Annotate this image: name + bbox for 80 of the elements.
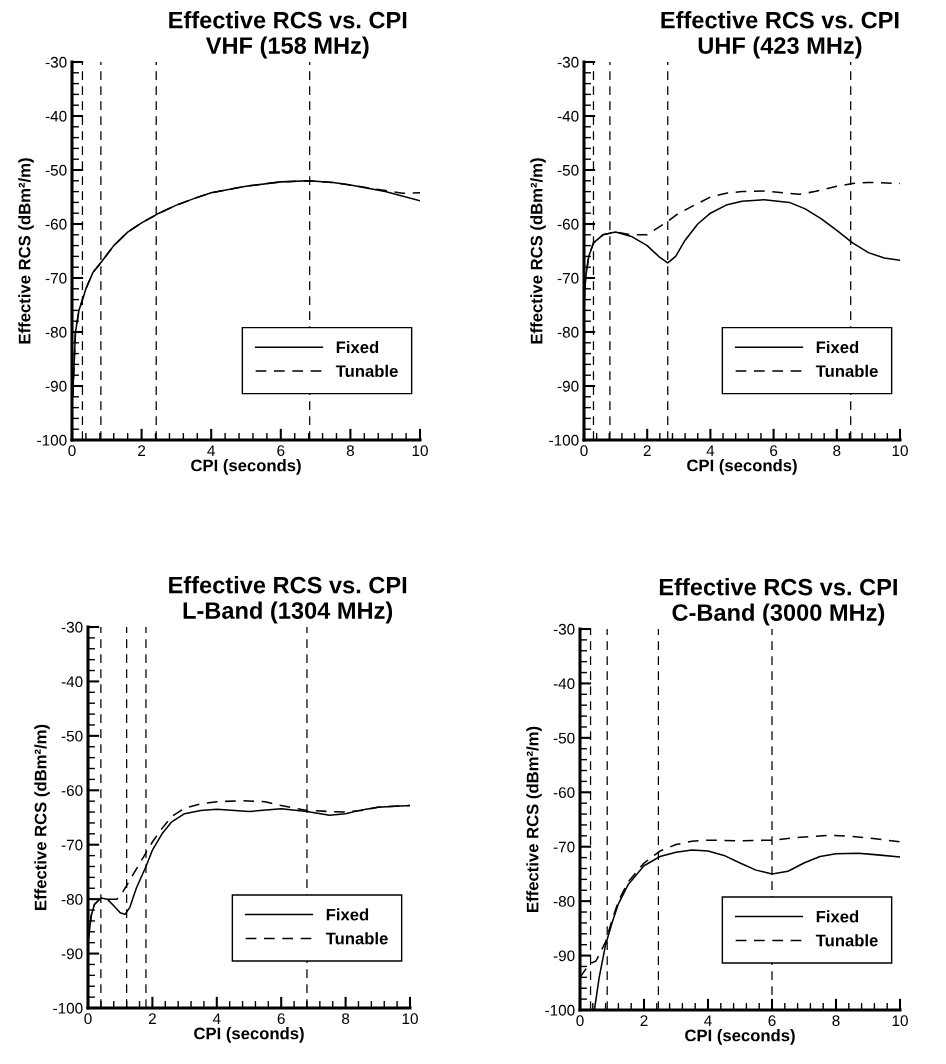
y-tick-label: -90 [61,948,83,960]
y-tick-label: -30 [61,621,83,633]
y-axis-title: Effective RCS (dBm²/m) [530,158,546,344]
y-tick-label: -30 [45,56,67,68]
chart-title: Effective RCS vs. CPI [659,578,897,596]
y-tick-label: -90 [45,380,67,392]
y-tick-label: -40 [557,110,579,122]
y-tick-label: -90 [557,380,579,392]
chart-subtitle: VHF (158 MHz) [205,36,369,59]
y-tick-label: -60 [553,787,575,798]
x-tick-label: 4 [207,445,215,456]
y-tick-label: -70 [557,272,579,284]
x-tick-label: 6 [768,1015,776,1027]
x-tick-label: 8 [833,445,841,457]
x-tick-label: 8 [346,445,354,457]
x-axis-title: CPI (seconds) [685,1029,795,1045]
legend-label: Fixed [326,908,369,921]
y-tick-label: -30 [553,623,575,635]
y-axis-title: Effective RCS (dBm²/m) [18,158,34,344]
x-tick-label: 2 [138,445,146,456]
y-tick-label: -90 [553,950,575,962]
x-tick-label: 8 [342,1013,350,1025]
y-tick-label: -80 [553,896,575,907]
x-axis-title: CPI (seconds) [191,459,301,475]
y-tick-label: -50 [557,164,579,176]
y-tick-label: -100 [53,1002,83,1014]
x-tick-label: 10 [402,1013,418,1025]
y-tick-label: -70 [45,272,67,284]
x-tick-label: 2 [148,1013,156,1024]
x-tick-label: 6 [770,445,778,457]
y-axis-title: Effective RCS (dBm²/m) [526,726,542,912]
chart-subtitle: C-Band (3000 MHz) [672,603,885,626]
y-tick-label: -100 [549,434,579,446]
x-tick-label: 0 [68,445,76,457]
y-tick-label: -50 [553,732,575,744]
chart-subtitle: UHF (423 MHz) [698,36,862,59]
y-tick-label: -70 [553,841,575,853]
x-tick-label: 0 [84,1013,92,1025]
y-tick-label: -40 [61,676,83,688]
legend-label: Tunable [815,364,878,378]
x-tick-label: 10 [892,445,908,457]
y-tick-label: -80 [45,326,67,338]
x-tick-label: 0 [580,445,588,457]
x-tick-label: 4 [706,445,715,456]
x-axis-title: CPI (seconds) [194,1027,304,1043]
legend-label: Tunable [335,364,398,378]
y-tick-label: -50 [45,164,67,176]
y-tick-label: -70 [61,839,83,851]
y-tick-label: -100 [545,1004,575,1016]
x-tick-label: 6 [277,445,285,457]
legend-label: Fixed [816,910,859,923]
x-tick-label: 10 [892,1015,908,1027]
x-tick-label: 0 [576,1015,584,1027]
y-tick-label: -30 [557,56,579,68]
y-tick-label: -100 [37,434,67,446]
x-tick-label: 6 [277,1013,285,1025]
chart-subtitle: L-Band (1304 MHz) [183,601,393,624]
y-tick-label: -60 [45,218,67,230]
y-tick-label: -60 [557,218,579,230]
y-tick-label: -80 [557,326,579,338]
y-tick-label: -40 [45,110,67,122]
chart-title: Effective RCS vs. CPI [661,11,899,29]
y-tick-label: -50 [61,730,83,742]
legend-label: Fixed [336,340,379,354]
x-tick-label: 2 [640,1015,648,1026]
chart-title: Effective RCS vs. CPI [169,11,407,29]
x-tick-label: 10 [412,445,428,457]
x-tick-label: 4 [704,1015,712,1026]
y-tick-label: -80 [61,894,83,905]
chart-title: Effective RCS vs. CPI [169,576,407,594]
legend-label: Tunable [815,934,878,947]
y-axis-title: Effective RCS (dBm²/m) [34,724,50,910]
y-tick-label: -40 [553,678,575,690]
legend-label: Fixed [816,340,859,354]
legend-label: Tunable [325,932,388,945]
x-tick-label: 2 [643,445,651,456]
y-tick-label: -60 [61,785,83,796]
x-axis-title: CPI (seconds) [687,459,797,475]
x-tick-label: 4 [212,1013,221,1024]
x-tick-label: 8 [832,1015,840,1027]
